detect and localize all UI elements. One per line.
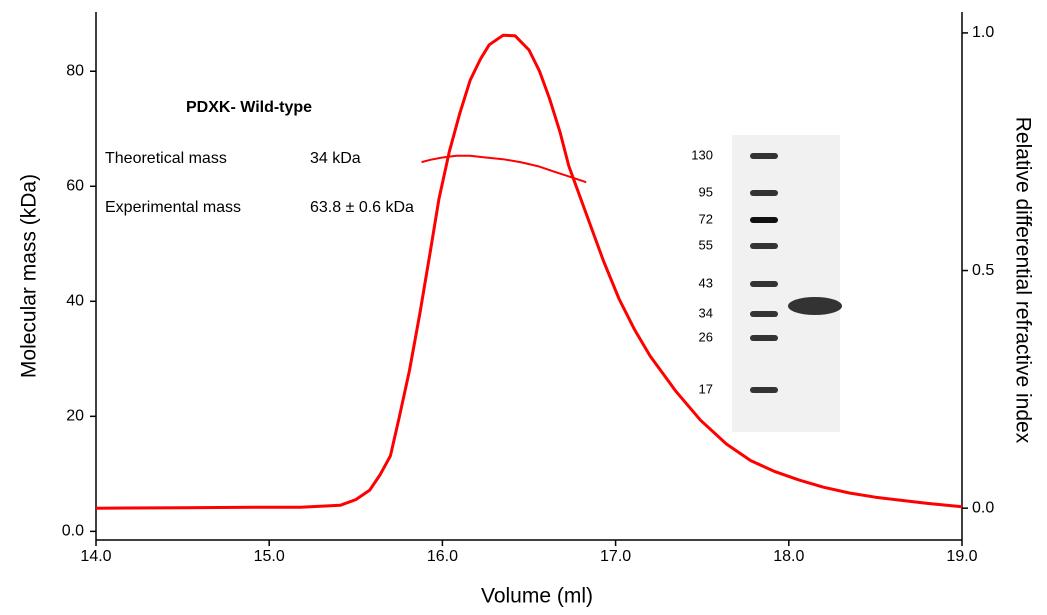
- annotation: 63.8 ± 0.6 kDa: [310, 199, 414, 216]
- y2-tick-label: 0.0: [972, 499, 994, 516]
- gel-marker-label: 17: [699, 381, 713, 396]
- gel-marker-label: 26: [699, 329, 713, 344]
- y-tick-label: 40: [66, 293, 84, 310]
- gel-marker-band: [750, 217, 778, 223]
- x-tick-label: 15.0: [254, 548, 285, 565]
- gel-marker-band: [750, 190, 778, 196]
- data-line: [95, 33, 963, 510]
- y-axis-label: Molecular mass (kDa): [18, 174, 41, 378]
- gel-marker-label: 55: [699, 237, 713, 252]
- annotation: Experimental mass: [105, 199, 241, 216]
- y-tick-label: 20: [66, 408, 84, 425]
- y-tick-label: 80: [66, 62, 84, 79]
- x-tick-label: 16.0: [427, 548, 458, 565]
- x-tick-label: 14.0: [80, 548, 111, 565]
- y2-tick-label: 1.0: [972, 24, 994, 41]
- annotation-title: PDXK- Wild-type: [186, 99, 312, 116]
- gel-marker-band: [750, 335, 778, 341]
- annotation: Theoretical mass: [105, 150, 227, 167]
- gel-marker-band: [750, 243, 778, 249]
- gel-marker-label: 43: [699, 275, 713, 290]
- x-tick-label: 19.0: [946, 548, 977, 565]
- gel-sample-band: [788, 297, 842, 315]
- gel-marker-band: [750, 311, 778, 317]
- gel-image: [732, 135, 840, 432]
- gel-marker-label: 130: [691, 147, 713, 162]
- x-axis-label: Volume (ml): [481, 585, 593, 608]
- gel-marker-band: [750, 153, 778, 159]
- y2-axis-label: Relative differential refractive index: [1011, 117, 1034, 444]
- data-line: [421, 154, 587, 184]
- gel-marker-band: [750, 387, 778, 393]
- gel-marker-label: 95: [699, 184, 713, 199]
- y2-tick-label: 0.5: [972, 262, 994, 279]
- x-tick-label: 17.0: [600, 548, 631, 565]
- gel-marker-label: 72: [699, 211, 713, 226]
- y-tick-label: 60: [66, 177, 84, 194]
- x-tick-label: 18.0: [773, 548, 804, 565]
- annotation: 34 kDa: [310, 150, 361, 167]
- gel-marker-label: 34: [699, 305, 713, 320]
- y-tick-label: 0.0: [62, 523, 84, 540]
- gel-marker-band: [750, 281, 778, 287]
